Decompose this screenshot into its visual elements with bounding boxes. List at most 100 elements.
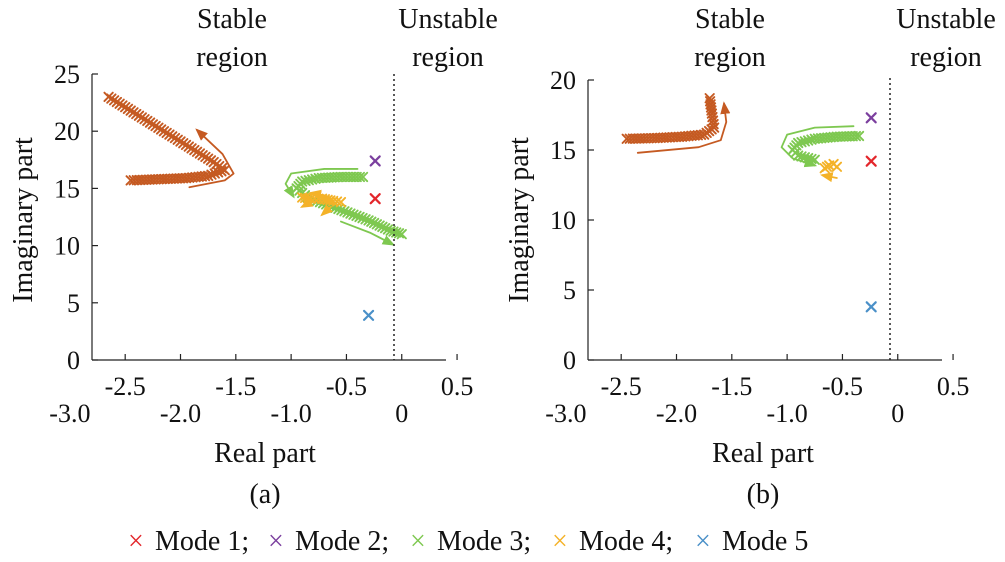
panel-a-trajectory-point [103, 91, 114, 103]
x-tick-label-upper: -0.5 [326, 372, 367, 401]
panel-a-trend-arrow [283, 168, 359, 199]
legend-marker-mode-1: × [128, 526, 144, 557]
panel-a-trend-arrow [308, 189, 326, 200]
panel-b-series [621, 93, 877, 313]
panel-a-mode-3-point [368, 217, 380, 229]
panel-a-mode-3-point [351, 210, 362, 222]
legend-label-mode-2: Mode 2; [295, 526, 389, 557]
panel-b-mode-5-point [865, 301, 877, 313]
y-tick-label: 25 [54, 60, 80, 89]
x-tick-label-upper: 0.5 [441, 372, 474, 401]
panel-b-ylabel: Imaginary part [504, 137, 535, 303]
panel-b-caption: (b) [747, 479, 780, 510]
panel-a-mode-3-point [371, 219, 383, 230]
y-tick-label: 0 [67, 346, 80, 375]
panel-b-trajectory-point [704, 96, 716, 107]
x-tick-label-lower: -3.0 [545, 399, 586, 428]
x-tick-label-lower: 0 [891, 399, 904, 428]
y-tick-label: 0 [563, 346, 576, 375]
panel-b-xlabel: Real part [712, 438, 814, 469]
panel-a-series [103, 91, 407, 321]
x-tick-label-upper: 0.5 [937, 372, 970, 401]
panel-a-mode-3-point [336, 204, 347, 216]
panel-b-mode-2-point [865, 112, 877, 124]
y-tick-label: 5 [563, 276, 576, 305]
panel-b-unstable-label-1: Unstable [896, 4, 996, 35]
panel-a-unstable-label-1: Unstable [398, 4, 498, 35]
legend-marker-mode-4: × [552, 526, 568, 557]
panel-a-mode-3-point [363, 215, 374, 226]
panel-b-trend-arrow [780, 125, 855, 168]
panel-a-stable-label-1: Stable [197, 4, 267, 35]
y-tick-label: 5 [67, 289, 80, 318]
panel-a-ylabel: Imaginary part [8, 137, 39, 303]
panel-a-mode-3-point [377, 221, 388, 233]
panel-a-stable-label-2: region [196, 42, 268, 73]
x-tick-label-lower: -1.0 [271, 399, 312, 428]
panel-a-mode-3-point [357, 212, 368, 224]
y-tick-label: 20 [550, 66, 576, 95]
x-tick-label-upper: -0.5 [822, 372, 863, 401]
x-tick-label-upper: -2.5 [601, 372, 642, 401]
panel-b-stable-label-1: Stable [695, 4, 765, 35]
x-tick-label-lower: -1.0 [767, 399, 808, 428]
panel-a-mode-3-point [300, 175, 311, 186]
panel-a-ticks: 0 5 10 15 20 25 -2.5 -1.5 -0.5 0.5 -3.0 -2.0 -1.0 0 [49, 60, 473, 428]
panel-a-mode-3-point [374, 220, 385, 231]
panel-a-mode-3-point [366, 216, 377, 227]
panel-a-mode-2-point [369, 155, 381, 167]
x-tick-label-lower: -3.0 [49, 399, 90, 428]
panel-b-unstable-label-2: region [910, 42, 982, 73]
panel-a-mode-3-point [388, 226, 399, 237]
x-tick-label-lower: 0 [395, 399, 408, 428]
panel-a-mode-3-point [342, 207, 353, 218]
panel-b-mode-1-point [865, 155, 877, 167]
legend-marker-mode-2: × [268, 526, 284, 557]
panel-a-mode-3-point [339, 206, 350, 217]
panel-a-unstable-label-2: region [412, 42, 484, 73]
panel-a-mode-5-point [362, 309, 375, 321]
panel-a-mode-3-point [393, 228, 405, 239]
y-tick-label: 20 [54, 117, 80, 146]
x-tick-label-upper: -2.5 [105, 372, 146, 401]
panel-a-mode-3-point [385, 225, 396, 236]
panel-a-mode-1-point [369, 193, 381, 205]
panel-a-mode-3-point [380, 223, 391, 234]
y-tick-label: 10 [550, 206, 576, 235]
panel-b-trajectory-point [695, 129, 707, 141]
legend: × Mode 1; × Mode 2; × Mode 3; × Mode 4; … [128, 526, 808, 557]
panel-b-mode-4-point [831, 161, 843, 172]
panel-a-trend-arrow [188, 128, 235, 189]
panel-b-stable-label-2: region [694, 42, 766, 73]
panel-a-caption: (a) [249, 479, 280, 510]
legend-label-mode-3: Mode 3; [437, 526, 531, 557]
legend-label-mode-1: Mode 1; [155, 526, 249, 557]
panel-a-trend-arrow [299, 197, 314, 208]
x-tick-label-lower: -2.0 [656, 399, 697, 428]
legend-marker-mode-3: × [410, 526, 426, 557]
panel-a-trend-arrow [340, 220, 396, 246]
panel-b-trajectory-point [704, 93, 715, 104]
panel-a-trend-arrow [320, 204, 333, 217]
panel-a-mode-3-point [354, 211, 365, 223]
x-tick-label-lower: -2.0 [160, 399, 201, 428]
legend-label-mode-4: Mode 4; [579, 526, 673, 557]
panel-a-mode-3-point [396, 229, 407, 240]
x-tick-label-upper: -1.5 [215, 372, 256, 401]
y-tick-label: 15 [550, 136, 576, 165]
panel-b-ticks: 0 5 10 15 20 -2.5 -1.5 -0.5 0.5 -3.0 -2.0 -1.0 0 [545, 66, 969, 428]
panel-a-mode-3-point [360, 214, 371, 225]
panel-a: 0 5 10 15 20 25 -2.5 -1.5 -0.5 0.5 -3.0 -2.0 -1.0 0 S… [8, 4, 498, 510]
panel-b-trend-arrow [636, 101, 731, 154]
x-tick-label-upper: -1.5 [711, 372, 752, 401]
panel-a-xlabel: Real part [214, 438, 316, 469]
panel-b: 0 5 10 15 20 -2.5 -1.5 -0.5 0.5 -3.0 -2.0 -1.0 0 Sta… [504, 4, 996, 510]
legend-marker-mode-5: × [695, 526, 711, 557]
panel-a-mode-3-point [348, 209, 359, 220]
y-tick-label: 15 [54, 174, 80, 203]
panel-a-mode-3-point [382, 224, 394, 235]
panel-b-trend-arrow [820, 172, 838, 183]
legend-label-mode-5: Mode 5 [722, 526, 808, 557]
panel-a-mode-3-point [345, 208, 356, 219]
